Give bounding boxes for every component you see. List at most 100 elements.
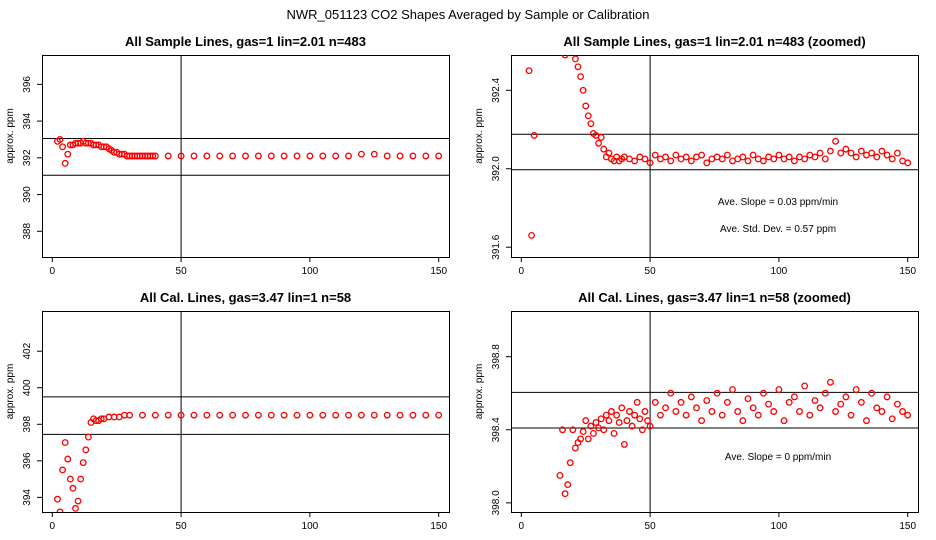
y-axis-label: approx. ppm: [5, 364, 16, 420]
data-point: [620, 440, 628, 448]
data-point: [785, 398, 793, 406]
data-point: [687, 157, 695, 165]
data-point: [530, 131, 538, 139]
data-point: [832, 408, 840, 415]
data-point: [904, 159, 912, 167]
data-point: [703, 159, 711, 167]
data-point: [528, 231, 536, 239]
x-tick-label: 50: [645, 521, 657, 532]
data-point: [422, 411, 430, 419]
y-tick-label: 402: [22, 342, 33, 359]
data-point: [319, 152, 327, 160]
data-point: [765, 400, 773, 408]
data-point: [242, 411, 249, 419]
y-tick-label: 398.4: [491, 417, 502, 442]
data-points: [525, 55, 912, 239]
data-point: [883, 393, 891, 401]
data-point: [816, 149, 824, 157]
data-point: [775, 151, 783, 159]
data-point: [821, 155, 829, 163]
figure-title: NWR_051123 CO2 Shapes Averaged by Sample…: [286, 7, 649, 22]
data-point: [242, 152, 249, 160]
data-point: [584, 435, 592, 443]
data-point: [561, 490, 569, 498]
y-tick-label: 392.0: [491, 156, 502, 181]
panel-title: All Sample Lines, gas=1 lin=2.01 n=483: [125, 34, 366, 49]
data-point: [559, 426, 566, 434]
data-point: [610, 429, 618, 437]
data-point: [280, 152, 288, 160]
data-point: [651, 398, 659, 406]
data-point: [708, 408, 716, 415]
data-point: [770, 155, 778, 163]
data-point: [597, 133, 605, 141]
data-point: [677, 398, 685, 406]
data-point: [633, 398, 641, 406]
data-point: [602, 411, 610, 419]
data-point: [868, 149, 876, 157]
data-point: [561, 55, 569, 59]
x-tick-label: 0: [519, 266, 525, 277]
data-point: [151, 411, 159, 419]
data-point: [672, 408, 680, 415]
data-point: [587, 422, 595, 430]
data-point: [806, 411, 814, 419]
data-point: [577, 73, 585, 81]
data-point: [525, 67, 533, 75]
data-point: [667, 157, 675, 165]
data-point: [319, 411, 327, 419]
data-point: [293, 152, 301, 160]
data-point: [873, 153, 881, 161]
annotation: Ave. Slope = 0 ppm/min: [725, 452, 831, 463]
data-point: [577, 435, 585, 443]
data-point: [729, 386, 736, 394]
panel-title: All Cal. Lines, gas=3.47 lin=1 n=58 (zoo…: [578, 290, 851, 305]
data-point: [656, 411, 664, 419]
x-tick-label: 50: [176, 266, 188, 277]
data-point: [713, 389, 721, 397]
data-point: [801, 382, 809, 390]
data-point: [857, 147, 865, 155]
data-point: [383, 411, 391, 419]
y-axis-label: approx. ppm: [474, 364, 485, 420]
data-point: [345, 152, 352, 160]
data-point: [873, 404, 881, 412]
data-point: [254, 411, 262, 419]
data-point: [631, 157, 639, 165]
data-point: [857, 398, 865, 406]
plot-frame: [42, 55, 450, 258]
y-tick-label: 398: [22, 416, 33, 433]
data-point: [821, 389, 829, 397]
data-point: [164, 411, 172, 419]
data-point: [754, 411, 762, 419]
y-tick-label: 391.6: [491, 234, 502, 259]
data-point: [569, 426, 577, 434]
panel-1: All Sample Lines, gas=1 lin=2.01 n=483 0 5…: [5, 34, 450, 277]
data-point: [177, 152, 185, 160]
y-tick-label: 394: [22, 112, 33, 129]
data-point: [597, 415, 605, 423]
data-point: [229, 152, 237, 160]
y-tick-label: 392.4: [491, 77, 502, 102]
y-tick-label: 390: [22, 186, 33, 203]
data-point: [775, 386, 783, 394]
panel-title: All Sample Lines, gas=1 lin=2.01 n=483 (…: [563, 34, 865, 49]
data-point: [254, 152, 262, 160]
data-point: [641, 408, 649, 415]
data-point: [796, 408, 803, 415]
data-point: [77, 475, 85, 483]
y-tick-label: 388: [22, 223, 33, 240]
data-point: [61, 439, 69, 447]
data-point: [826, 147, 834, 155]
data-point: [56, 136, 64, 143]
data-point: [126, 411, 134, 419]
data-point: [64, 455, 72, 463]
data-point: [759, 157, 767, 165]
data-point: [852, 386, 860, 394]
data-point: [613, 411, 621, 419]
data-point: [868, 389, 876, 397]
data-point: [332, 152, 340, 160]
data-point: [888, 155, 896, 163]
data-point: [811, 153, 819, 161]
